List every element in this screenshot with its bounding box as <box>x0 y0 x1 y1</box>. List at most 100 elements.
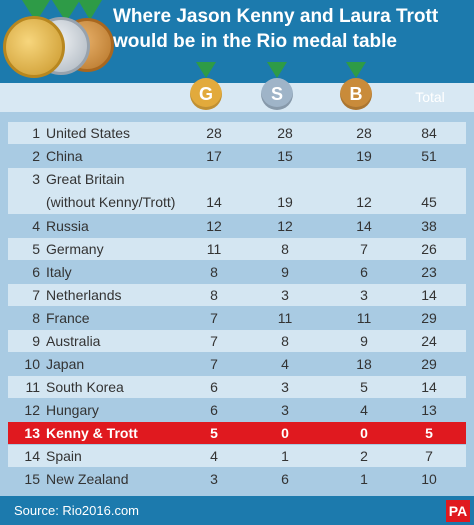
pa-logo: PA <box>446 500 470 522</box>
silver-count: 3 <box>281 379 289 395</box>
country: Japan <box>46 356 85 372</box>
gold-count: 7 <box>210 356 218 372</box>
total-column-header: Total <box>415 89 445 105</box>
highlighted-table-row: 13 Kenny & Trott 5 0 0 5 <box>8 422 466 444</box>
gold-count: 6 <box>210 402 218 418</box>
silver-count: 19 <box>277 194 293 210</box>
gold-medal-illustration <box>3 16 65 78</box>
medal-table: 1 United States 28 28 28 84 2 China 17 1… <box>0 112 474 496</box>
source-credit: Source: Rio2016.com <box>14 503 140 518</box>
gold-count: 3 <box>210 471 218 487</box>
gold-count: 11 <box>206 241 222 257</box>
total-count: 51 <box>421 148 437 164</box>
gold-count: 17 <box>206 148 222 164</box>
bronze-count: 12 <box>356 194 372 210</box>
rank: 1 <box>32 125 40 141</box>
rank: 5 <box>32 241 40 257</box>
gold-count: 28 <box>206 125 222 141</box>
gold-count: 7 <box>210 310 218 326</box>
column-header-strip <box>0 83 474 112</box>
silver-count: 8 <box>281 333 289 349</box>
table-row: 14 Spain 4 1 2 7 <box>8 445 466 467</box>
rank: 15 <box>24 471 40 487</box>
total-count: 26 <box>421 241 437 257</box>
total-count: 5 <box>425 425 433 441</box>
table-row: 5 Germany 11 8 7 26 <box>8 238 466 260</box>
silver-count: 3 <box>281 287 289 303</box>
rank: 4 <box>32 218 40 234</box>
bronze-medal-icon: B <box>340 78 372 110</box>
rank: 10 <box>24 356 40 372</box>
rank: 6 <box>32 264 40 280</box>
title-line-2: would be in the Rio medal table <box>113 31 397 52</box>
rank: 9 <box>32 333 40 349</box>
country: New Zealand <box>46 471 129 487</box>
table-row: 7 Netherlands 8 3 3 14 <box>8 284 466 306</box>
country: Hungary <box>46 402 99 418</box>
total-count: 45 <box>421 194 437 210</box>
country: United States <box>46 125 131 141</box>
bronze-count: 1 <box>360 471 368 487</box>
gold-count: 4 <box>210 448 218 464</box>
table-row: 6 Italy 8 9 6 23 <box>8 261 466 283</box>
total-count: 14 <box>421 379 437 395</box>
table-row: 10 Japan 7 4 18 29 <box>8 353 466 375</box>
country: Great Britain <box>46 171 125 187</box>
gold-medal-icon: G <box>190 78 222 110</box>
total-count: 13 <box>421 402 437 418</box>
rank: 14 <box>24 448 40 464</box>
bronze-count: 3 <box>360 287 368 303</box>
bronze-count: 18 <box>356 356 372 372</box>
page-title: Where Jason Kenny and Laura Trott would … <box>113 4 469 54</box>
bronze-count: 28 <box>356 125 372 141</box>
country: Spain <box>46 448 82 464</box>
rank: 13 <box>24 425 40 441</box>
silver-count: 9 <box>281 264 289 280</box>
total-count: 23 <box>421 264 437 280</box>
country-note: (without Kenny/Trott) <box>46 194 176 210</box>
silver-count: 0 <box>281 425 289 441</box>
country: South Korea <box>46 379 124 395</box>
medal-ribbon-decoration <box>78 0 102 20</box>
country: Italy <box>46 264 72 280</box>
country: Kenny & Trott <box>46 425 138 441</box>
table-row: 15 New Zealand 3 6 1 10 <box>8 468 466 490</box>
silver-count: 15 <box>277 148 293 164</box>
gold-count: 7 <box>210 333 218 349</box>
total-count: 14 <box>421 287 437 303</box>
title-line-1: Where Jason Kenny and Laura Trott <box>113 6 439 27</box>
total-count: 38 <box>421 218 437 234</box>
medal-ribbon-decoration <box>52 0 80 22</box>
silver-count: 6 <box>281 471 289 487</box>
bronze-count: 19 <box>356 148 372 164</box>
gold-count: 8 <box>210 264 218 280</box>
table-row: 4 Russia 12 12 14 38 <box>8 215 466 237</box>
bronze-ribbon-icon <box>346 62 366 78</box>
country: Australia <box>46 333 101 349</box>
table-row: 3 Great Britain (without Kenny/Trott) 14… <box>8 168 466 214</box>
silver-count: 8 <box>281 241 289 257</box>
total-count: 24 <box>421 333 437 349</box>
silver-count: 1 <box>281 448 289 464</box>
country: Russia <box>46 218 89 234</box>
country: Germany <box>46 241 104 257</box>
bronze-count: 2 <box>360 448 368 464</box>
table-row: 9 Australia 7 8 9 24 <box>8 330 466 352</box>
source-footer: Source: Rio2016.com <box>0 496 474 525</box>
silver-count: 28 <box>277 125 293 141</box>
silver-count: 3 <box>281 402 289 418</box>
bronze-count: 4 <box>360 402 368 418</box>
country: Netherlands <box>46 287 122 303</box>
gold-ribbon-icon <box>196 62 216 78</box>
gold-count: 12 <box>206 218 222 234</box>
bronze-count: 5 <box>360 379 368 395</box>
gold-count: 5 <box>210 425 218 441</box>
silver-medal-icon: S <box>261 78 293 110</box>
gold-count: 6 <box>210 379 218 395</box>
table-row: 12 Hungary 6 3 4 13 <box>8 399 466 421</box>
country: France <box>46 310 90 326</box>
silver-ribbon-icon <box>267 62 287 78</box>
bronze-count: 6 <box>360 264 368 280</box>
rank: 8 <box>32 310 40 326</box>
